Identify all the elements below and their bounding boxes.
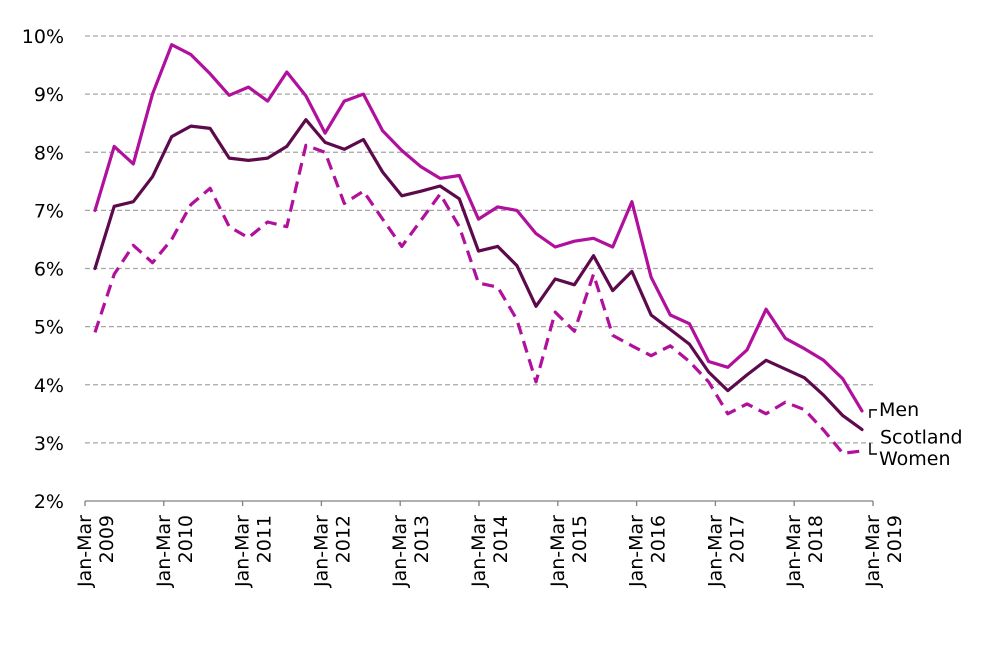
men-label-leader — [869, 409, 877, 418]
gridlines — [85, 35, 873, 444]
x-tick-label-year: 2012 — [332, 515, 354, 563]
y-axis-tick-labels: 2% 3% 4% 5% 6% 7% 8% 9% 10% — [22, 26, 64, 513]
x-tick-label-period: Jan-Mar — [389, 515, 411, 588]
y-tick-label: 9% — [34, 84, 64, 106]
series-line-women — [93, 143, 863, 455]
x-tick-label-period: Jan-Mar — [783, 515, 805, 588]
x-tick-label-period: Jan-Mar — [468, 515, 490, 588]
x-tick-label-period: Jan-Mar — [626, 515, 648, 588]
series-label-scotland: Scotland — [880, 427, 963, 449]
x-tick-label-year: 2019 — [884, 515, 906, 563]
y-tick-label: 4% — [34, 375, 64, 397]
series-lines — [93, 43, 864, 455]
y-tick-label: 3% — [34, 433, 64, 455]
y-tick-label: 5% — [34, 317, 64, 339]
x-tick-label-period: Jan-Mar — [153, 515, 175, 588]
x-tick-label-year: 2010 — [175, 515, 197, 563]
x-tick-label-period: Jan-Mar — [74, 515, 96, 588]
y-tick-label: 8% — [34, 142, 64, 164]
x-tick-label-year: 2015 — [569, 515, 591, 563]
x-tick-label-year: 2013 — [411, 515, 433, 563]
x-tick-label-year: 2014 — [490, 515, 512, 563]
y-tick-label: 2% — [34, 491, 64, 513]
x-tick-label-period: Jan-Mar — [547, 515, 569, 588]
y-tick-label: 7% — [34, 200, 64, 222]
series-line-scotland — [93, 118, 864, 432]
x-tick-label-period: Jan-Mar — [310, 515, 332, 588]
series-line-men — [93, 43, 864, 413]
x-tick-label-period: Jan-Mar — [232, 515, 254, 588]
series-label-men: Men — [879, 399, 919, 421]
x-axis-tick-labels: Jan-Mar 2009 Jan-Mar 2010 Jan-Mar 2011 Jan-Mar… — [74, 501, 906, 588]
x-tick-label-year: 2016 — [648, 515, 670, 563]
x-tick-label-period: Jan-Mar — [862, 515, 884, 588]
x-tick-label-period: Jan-Mar — [704, 515, 726, 588]
y-tick-label: 10% — [22, 26, 64, 48]
women-label-leader — [869, 443, 877, 455]
y-tick-label: 6% — [34, 259, 64, 281]
series-label-women: Women — [879, 448, 951, 470]
x-tick-label-year: 2017 — [726, 515, 748, 563]
x-tick-label-year: 2011 — [254, 515, 276, 563]
x-tick-label-year: 2009 — [96, 515, 118, 563]
x-tick-label-year: 2018 — [805, 515, 827, 563]
